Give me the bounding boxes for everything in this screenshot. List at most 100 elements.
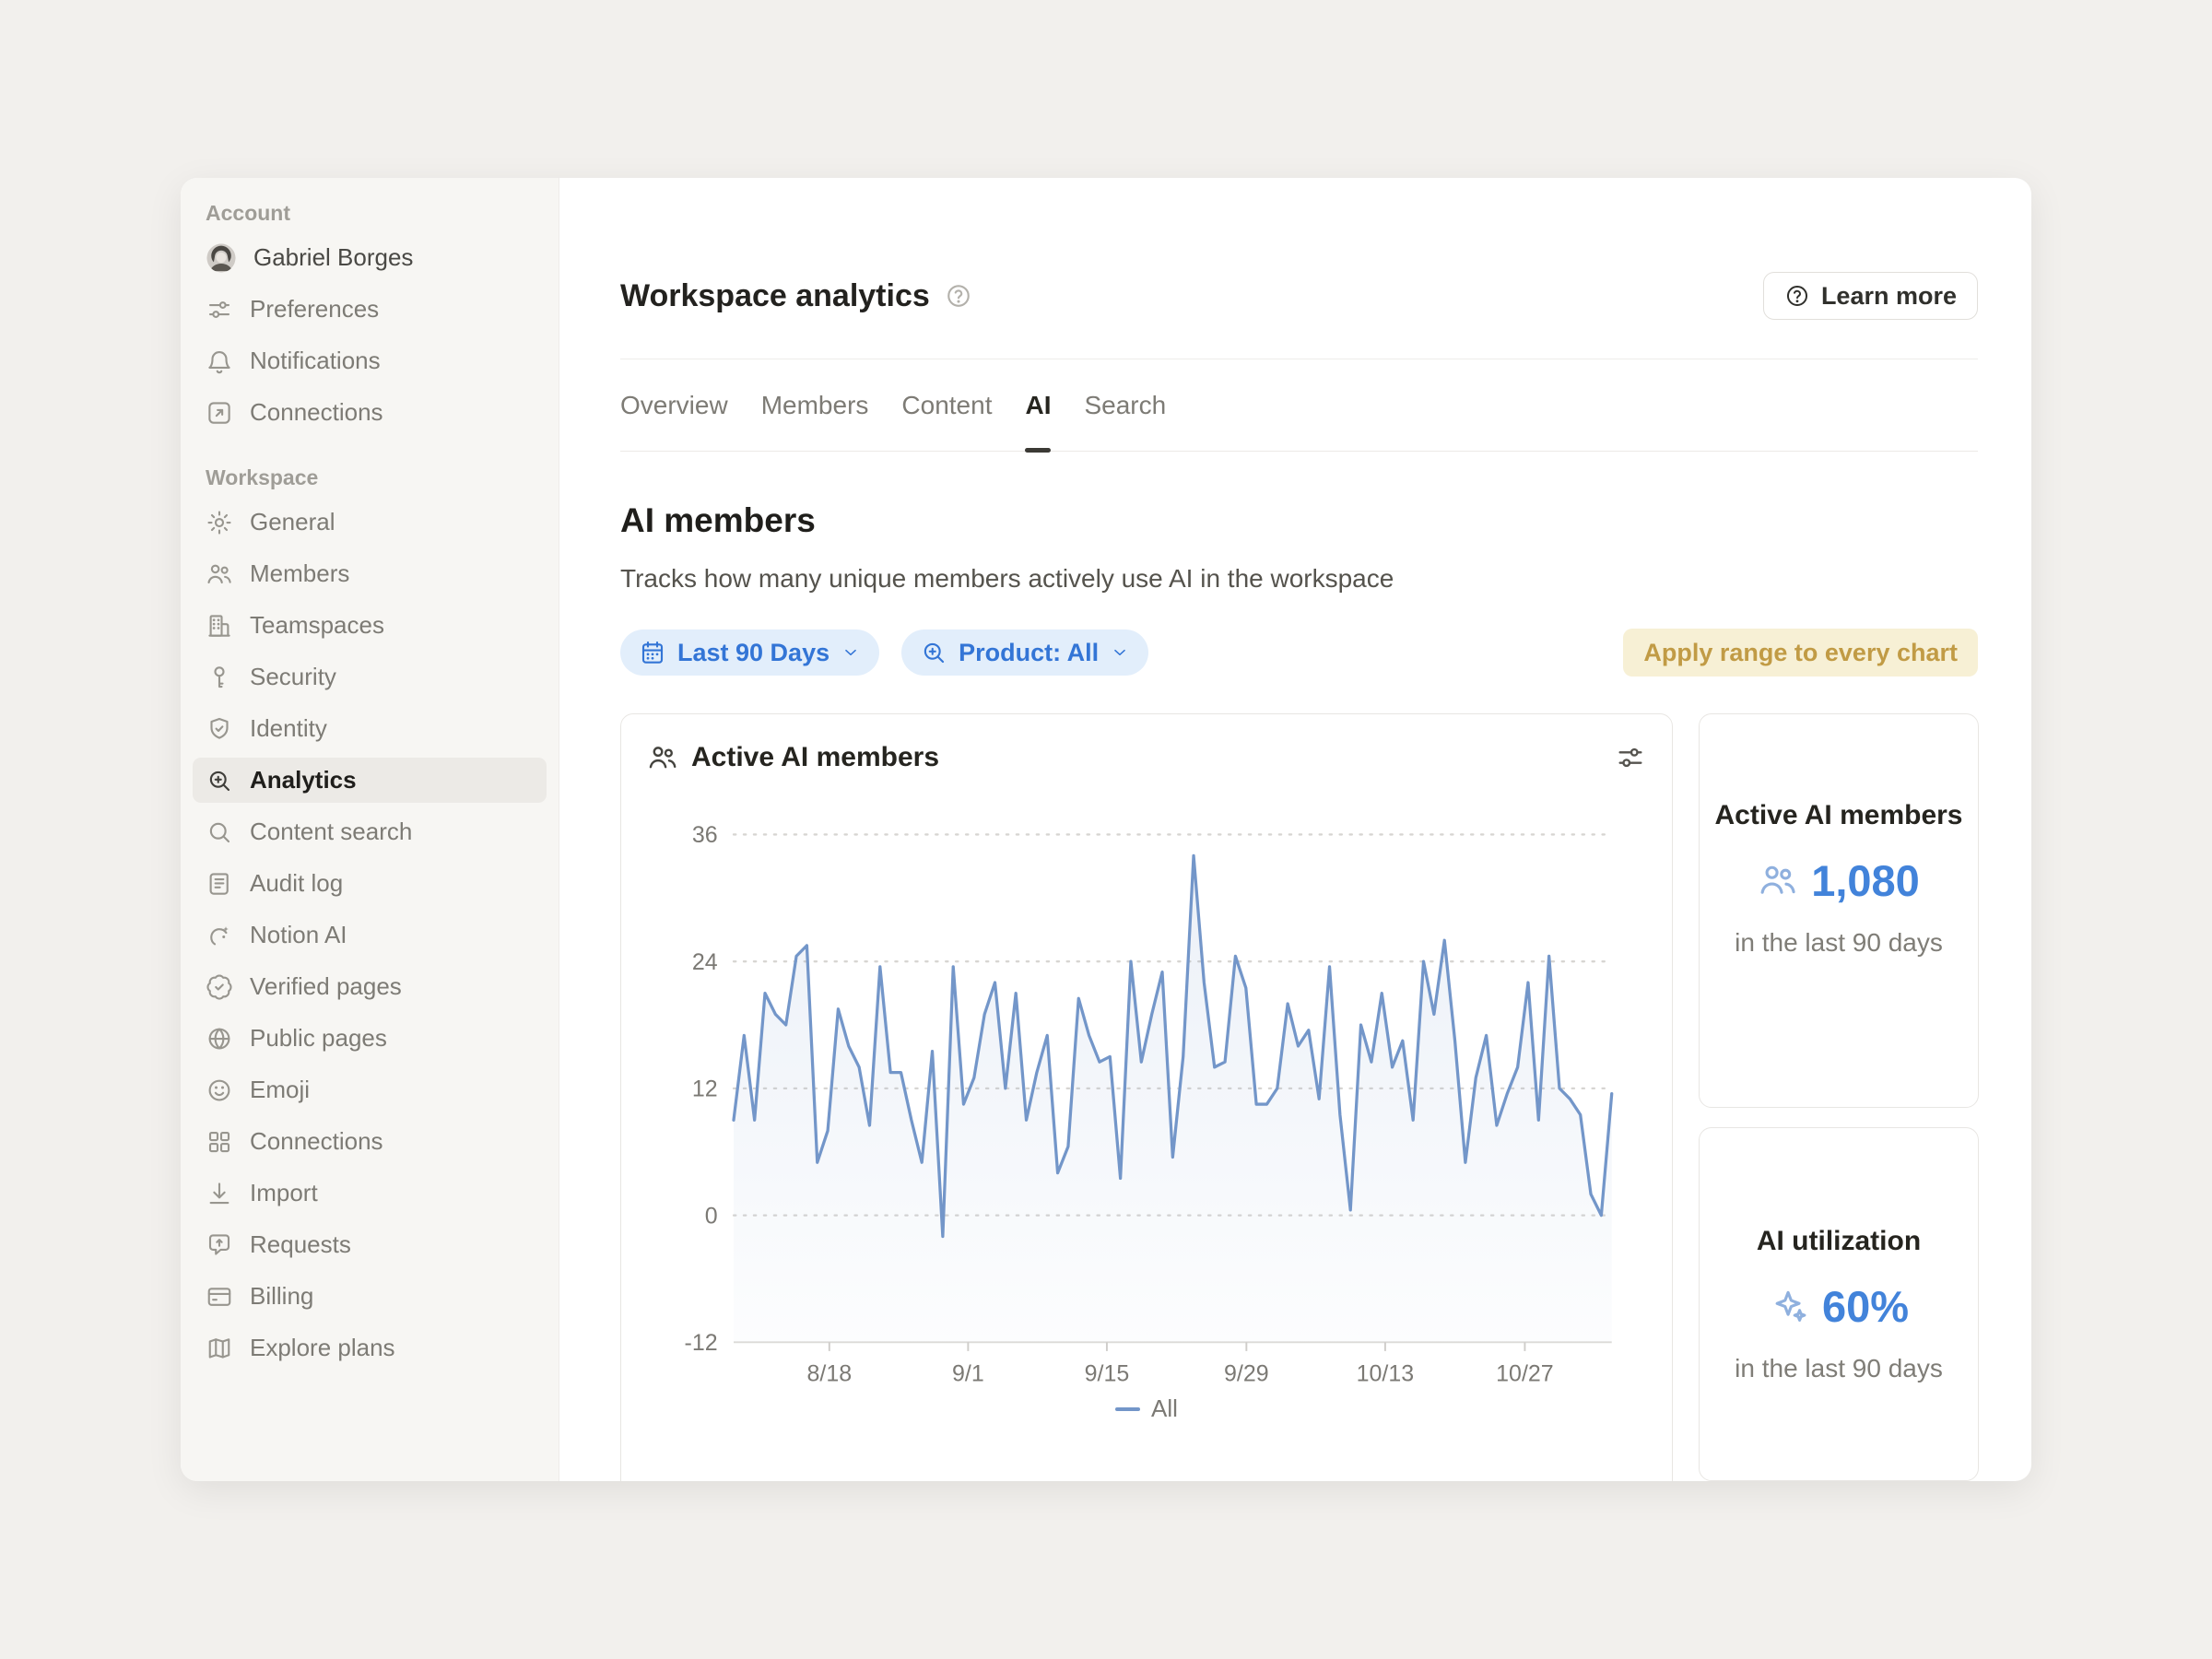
page-title: Workspace analytics xyxy=(620,277,930,313)
stat-caption: in the last 90 days xyxy=(1735,927,1943,957)
sidebar-item-analytics[interactable]: Analytics xyxy=(193,758,547,803)
people-icon xyxy=(1758,860,1798,900)
people-icon xyxy=(647,742,678,773)
chevron-down-icon xyxy=(1110,642,1130,663)
date-range-filter[interactable]: Last 90 Days xyxy=(620,629,880,676)
sidebar-item-connections[interactable]: Connections xyxy=(193,1119,547,1164)
sidebar-item-label: Explore plans xyxy=(250,1334,395,1361)
sidebar-item-account-user[interactable]: Gabriel Borges xyxy=(193,235,547,280)
chevron-down-icon xyxy=(841,642,861,663)
filter-row: Last 90 Days Product: All Apply range to… xyxy=(620,629,1978,677)
sidebar-item-teamspaces[interactable]: Teamspaces xyxy=(193,603,547,648)
sidebar-item-identity[interactable]: Identity xyxy=(193,706,547,751)
ai-members-section-header: AI members Tracks how many unique member… xyxy=(620,501,1978,594)
sidebar-item-label: Connections xyxy=(250,398,383,426)
sidebar-item-general[interactable]: General xyxy=(193,500,547,545)
svg-text:9/29: 9/29 xyxy=(1224,1361,1269,1387)
stat-value: 1,080 xyxy=(1811,855,1920,905)
sidebar-item-label: Connections xyxy=(250,1127,383,1155)
sidebar-item-preferences[interactable]: Preferences xyxy=(193,287,547,332)
key-icon xyxy=(206,664,233,691)
help-icon[interactable] xyxy=(945,282,972,310)
sidebar-item-label: Analytics xyxy=(250,766,357,794)
account-section-label: Account xyxy=(206,201,290,225)
sidebar-item-connections[interactable]: Connections xyxy=(193,390,547,435)
sidebar-item-explore-plans[interactable]: Explore plans xyxy=(193,1325,547,1371)
smiley-icon xyxy=(206,1077,233,1104)
sidebar-item-label: Preferences xyxy=(250,295,380,323)
sidebar-item-label: Content search xyxy=(250,818,413,845)
sidebar-item-billing[interactable]: Billing xyxy=(193,1274,547,1319)
product-filter[interactable]: Product: All xyxy=(901,629,1149,676)
sidebar-item-label: Public pages xyxy=(250,1024,387,1052)
sidebar-item-notifications[interactable]: Notifications xyxy=(193,338,547,383)
shield-check-icon xyxy=(206,715,233,743)
chart-header: Active AI members xyxy=(641,742,1652,773)
sidebar-item-members[interactable]: Members xyxy=(193,551,547,596)
sidebar-item-label: Notifications xyxy=(250,347,381,374)
sidebar-item-security[interactable]: Security xyxy=(193,654,547,700)
analytics-tabs: Overview Members Content AI Search xyxy=(620,359,1978,453)
sidebar-item-label: Verified pages xyxy=(250,972,402,1000)
svg-text:10/27: 10/27 xyxy=(1496,1361,1554,1387)
svg-text:8/18: 8/18 xyxy=(807,1361,853,1387)
page-header: Workspace analytics Learn more xyxy=(620,178,1978,359)
active-ai-members-chart-card: Active AI members 36 24 12 0 -12 8/18 9/1 9/15 9… xyxy=(620,713,1673,1481)
sidebar-item-label: General xyxy=(250,508,335,535)
stat-caption: in the last 90 days xyxy=(1735,1353,1943,1382)
gear-icon xyxy=(206,509,233,536)
sidebar-item-public-pages[interactable]: Public pages xyxy=(193,1016,547,1061)
tab-overview[interactable]: Overview xyxy=(620,390,728,419)
svg-text:24: 24 xyxy=(692,949,718,975)
stat-title: AI utilization xyxy=(1756,1225,1922,1256)
svg-text:-12: -12 xyxy=(685,1330,718,1356)
chart-title: Active AI members xyxy=(691,742,940,772)
workspace-section: Workspace General Members Teamspaces Securi… xyxy=(193,465,547,1371)
sidebar-item-label: Billing xyxy=(250,1282,314,1310)
sidebar-item-label: Teamspaces xyxy=(250,611,384,639)
tab-content[interactable]: Content xyxy=(901,390,993,419)
user-name: Gabriel Borges xyxy=(253,243,414,271)
request-icon xyxy=(206,1231,233,1259)
sidebar-item-label: Security xyxy=(250,663,336,690)
notion-ai-icon xyxy=(206,922,233,949)
building-icon xyxy=(206,612,233,640)
svg-text:36: 36 xyxy=(692,822,718,848)
apply-range-button[interactable]: Apply range to every chart xyxy=(1623,629,1978,677)
members-icon xyxy=(206,560,233,588)
content-row: Active AI members 36 24 12 0 -12 8/18 9/1 9/15 9… xyxy=(620,713,1979,1481)
magnifier-plus-icon xyxy=(206,767,233,794)
sidebar-item-label: Emoji xyxy=(250,1076,311,1103)
sidebar-item-content-search[interactable]: Content search xyxy=(193,809,547,854)
sidebar-item-audit-log[interactable]: Audit log xyxy=(193,861,547,906)
calendar-icon xyxy=(639,639,666,666)
user-avatar xyxy=(206,242,237,274)
active-ai-members-stat-card: Active AI members 1,080 in the last 90 d… xyxy=(1699,713,1979,1108)
help-circle-icon xyxy=(1784,283,1810,309)
credit-card-icon xyxy=(206,1283,233,1311)
tab-members[interactable]: Members xyxy=(760,390,869,419)
sidebar-item-verified-pages[interactable]: Verified pages xyxy=(193,964,547,1009)
sparkles-icon xyxy=(1769,1286,1809,1326)
sidebar-item-label: Audit log xyxy=(250,869,344,897)
sidebar-item-emoji[interactable]: Emoji xyxy=(193,1067,547,1112)
legend-label: All xyxy=(1151,1394,1178,1423)
svg-text:0: 0 xyxy=(705,1203,718,1229)
date-range-label: Last 90 Days xyxy=(677,638,830,666)
learn-more-button[interactable]: Learn more xyxy=(1762,272,1978,320)
tab-search[interactable]: Search xyxy=(1084,390,1167,419)
chart-settings-icon[interactable] xyxy=(1615,742,1646,773)
settings-sidebar: Account Gabriel Borges Preferences Notific… xyxy=(181,178,559,1481)
badge-check-icon xyxy=(206,973,233,1001)
map-icon xyxy=(206,1335,233,1362)
svg-text:9/1: 9/1 xyxy=(952,1361,984,1387)
workspace-section-label: Workspace xyxy=(206,465,319,489)
tab-ai[interactable]: AI xyxy=(1025,359,1052,453)
download-icon xyxy=(206,1180,233,1207)
sidebar-item-notion-ai[interactable]: Notion AI xyxy=(193,912,547,958)
sidebar-item-import[interactable]: Import xyxy=(193,1171,547,1216)
sidebar-item-requests[interactable]: Requests xyxy=(193,1222,547,1267)
sidebar-item-label: Requests xyxy=(250,1230,351,1258)
account-section: Account Gabriel Borges Preferences Notific… xyxy=(193,200,547,435)
